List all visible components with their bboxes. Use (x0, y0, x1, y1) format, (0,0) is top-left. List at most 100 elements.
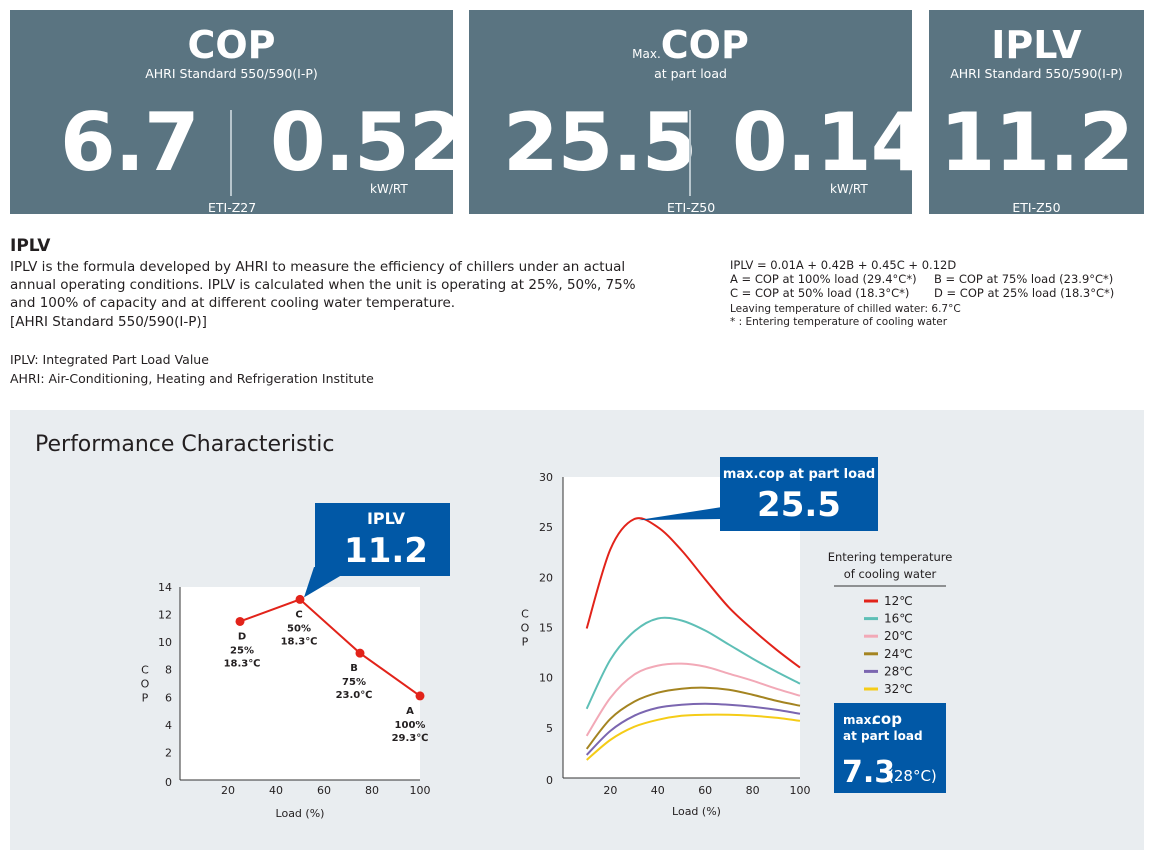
y-tick-label: 10 (158, 636, 172, 649)
maxcop-callout-box (720, 457, 878, 531)
x-tick-label: 40 (651, 784, 665, 797)
cop-curve-3 (585, 662, 801, 737)
y-tick-label: 6 (165, 691, 172, 704)
y-tick-label: 12 (158, 609, 172, 622)
point-letter: C (295, 609, 302, 620)
cop-title: COP (187, 23, 276, 67)
data-point (295, 594, 305, 604)
maxcop-28-label: max. (843, 713, 876, 727)
legend-title-line-1: Entering temperature (828, 550, 953, 564)
legend-label: 28℃ (884, 664, 913, 678)
point-load: 100% (395, 720, 426, 731)
iplv-callout-box (315, 503, 450, 576)
legend-label: 20℃ (884, 629, 913, 643)
data-point (355, 648, 365, 658)
y-axis-label: P (522, 635, 529, 648)
maxcop-subtitle: at part load (654, 66, 727, 81)
x-tick-label: 20 (603, 784, 617, 797)
y-axis-label: P (142, 692, 149, 705)
y-axis-label: O (521, 621, 530, 634)
y-axis-label: C (521, 607, 529, 620)
maxcop-prefix: Max. (632, 47, 661, 61)
ahri-definition: AHRI: Air-Conditioning, Heating and Refr… (10, 371, 374, 386)
maxcop-model: ETI-Z50 (667, 200, 716, 215)
iplv-desc-line-2: annual operating conditions. IPLV is cal… (10, 277, 636, 293)
cop-curve-4 (585, 686, 801, 750)
maxcop-28-box (834, 703, 946, 793)
maxcop-value: 25.5 (503, 96, 697, 189)
iplv-card: IPLV AHRI Standard 550/590(I-P) 11.2 ETI… (929, 10, 1144, 215)
formula-b: B = COP at 75% load (23.9°C*) (934, 272, 1114, 286)
legend-label: 24℃ (884, 647, 913, 661)
iplv-desc-line-1: IPLV is the formula developed by AHRI to… (10, 259, 626, 275)
cop-unit: kW/RT (370, 182, 408, 196)
maxcop-callout-label: max.cop at part load (723, 467, 875, 482)
y-tick-label: 30 (539, 471, 553, 484)
formula-a: A = COP at 100% load (29.4°C*) (730, 272, 917, 286)
x-tick-label: 80 (746, 784, 760, 797)
iplv-value: 11.2 (939, 96, 1134, 189)
y-tick-label: 8 (165, 664, 172, 677)
formula-d: D = COP at 25% load (18.3°C*) (934, 286, 1115, 300)
maxcop-divider (689, 110, 691, 196)
cop-divider (230, 110, 232, 196)
iplv-callout-label: IPLV (367, 509, 406, 528)
point-temp: 18.3℃ (224, 658, 261, 669)
maxcop-title-text: COP (660, 23, 749, 67)
x-tick-label: 20 (221, 784, 235, 797)
maxcop-28-sublabel: at part load (843, 729, 923, 743)
iplv-model: ETI-Z50 (1012, 200, 1061, 215)
legend-title-line-2: of cooling water (844, 567, 937, 581)
cop-curve-5 (585, 702, 801, 756)
y-tick-label: 14 (158, 581, 172, 594)
point-letter: D (238, 631, 246, 642)
origin-label: 0 (546, 774, 553, 787)
legend-label: 16℃ (884, 612, 913, 626)
point-temp: 23.0℃ (336, 690, 373, 701)
maxcop-28-label-cop: cop (872, 710, 902, 728)
x-tick-label: 100 (790, 784, 811, 797)
point-load: 25% (230, 645, 254, 656)
formula-note-chilled-water: Leaving temperature of chilled water: 6.… (730, 303, 961, 315)
formula-note-cooling-water: * : Entering temperature of cooling wate… (730, 316, 948, 328)
iplv-callout-value: 11.2 (344, 531, 428, 571)
maxcop-title: Max.COP (469, 26, 912, 73)
iplv-subtitle: AHRI Standard 550/590(I-P) (950, 66, 1123, 81)
point-load: 75% (342, 677, 366, 688)
iplv-series-line (239, 598, 421, 697)
maxcop-unit: kW/RT (830, 182, 868, 196)
x-tick-label: 100 (410, 784, 431, 797)
point-temp: 29.3℃ (392, 733, 429, 744)
origin-label: 0 (165, 776, 172, 789)
formula-c: C = COP at 50% load (18.3°C*) (730, 286, 910, 300)
x-tick-label: 60 (317, 784, 331, 797)
y-axis-label: C (141, 664, 149, 677)
maxcop-28-value: 7.3 (842, 755, 895, 790)
cop-card: COP AHRI Standard 550/590(I-P) 6.7 0.52 … (10, 10, 464, 215)
y-axis-label: O (141, 678, 150, 691)
maxcop-kw-value: 0.14 (732, 96, 926, 189)
cop-curve-2 (585, 616, 801, 710)
legend-label: 32℃ (884, 682, 913, 696)
x-tick-label: 40 (269, 784, 283, 797)
cop-kw-value: 0.52 (270, 96, 464, 189)
formula-equation: IPLV = 0.01A + 0.42B + 0.45C + 0.12D (730, 258, 957, 272)
cop-subtitle: AHRI Standard 550/590(I-P) (145, 66, 318, 81)
x-axis-label: Load (%) (672, 805, 721, 818)
y-tick-label: 15 (539, 622, 553, 635)
y-tick-label: 25 (539, 521, 553, 534)
iplv-definition: IPLV: Integrated Part Load Value (10, 352, 209, 367)
maxcop-card: Max.COP at part load 25.5 0.14 kW/RT ETI… (469, 10, 926, 215)
x-tick-label: 60 (698, 784, 712, 797)
point-letter: A (406, 706, 414, 717)
y-tick-label: 10 (539, 672, 553, 685)
point-temp: 18.3℃ (281, 636, 318, 647)
legend-label: 12℃ (884, 594, 913, 608)
x-axis-label: Load (%) (276, 807, 325, 820)
maxcop-28-temp: (28°C) (888, 767, 937, 785)
plot-area (180, 587, 420, 780)
maxcop-callout-value: 25.5 (757, 485, 841, 525)
data-point (415, 691, 425, 701)
y-tick-label: 2 (165, 746, 172, 759)
